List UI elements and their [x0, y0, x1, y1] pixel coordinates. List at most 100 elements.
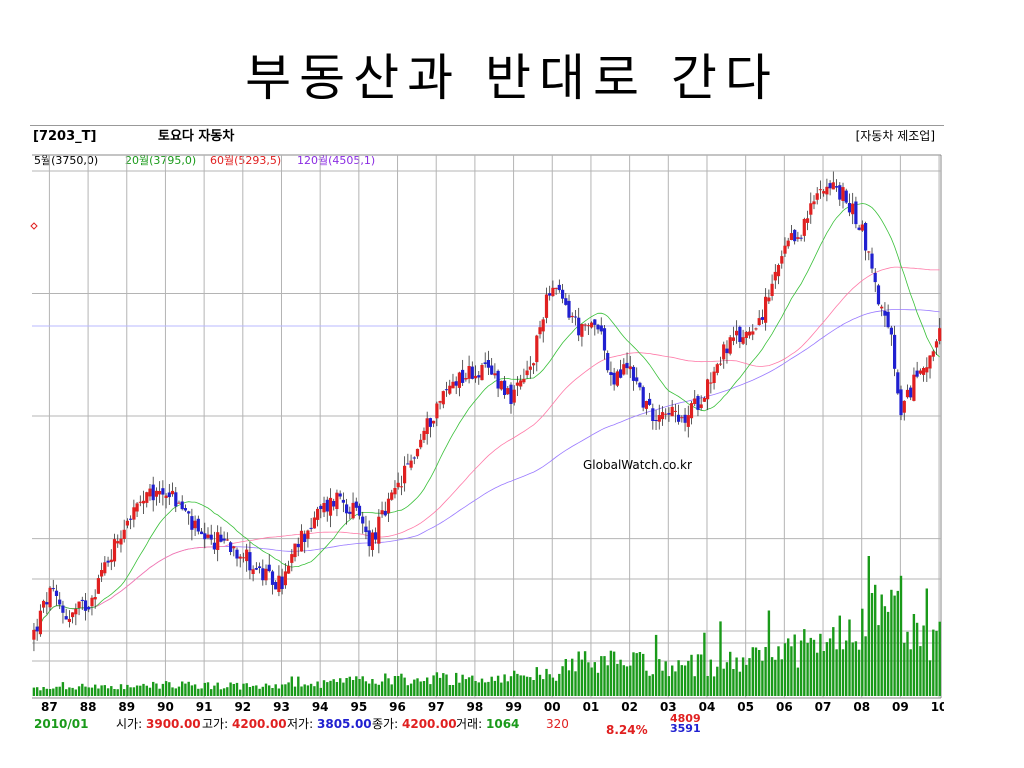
- candle-body: [106, 560, 110, 563]
- volume-bar: [477, 682, 480, 696]
- ma20-legend: 20월(3795,0): [125, 154, 196, 167]
- volume-bar: [738, 671, 742, 696]
- x-tick-label: 01: [583, 700, 600, 714]
- volume-bar: [529, 677, 532, 696]
- volume-bar: [39, 690, 42, 696]
- volume-layer: [32, 556, 941, 696]
- candle-body: [689, 403, 694, 419]
- volume-bar: [886, 611, 890, 696]
- candle-body: [480, 365, 484, 381]
- candle-body: [528, 366, 532, 370]
- candle-body: [641, 387, 645, 408]
- x-tick-label: 92: [234, 700, 251, 714]
- candle-body: [593, 319, 597, 325]
- candle-body: [522, 378, 526, 383]
- candle-body: [280, 576, 284, 589]
- candle-body: [883, 311, 887, 316]
- volume-bar: [36, 687, 39, 696]
- volume-bar: [832, 627, 835, 696]
- volume-bar: [377, 684, 380, 696]
- volume-bar: [793, 634, 796, 696]
- candle-body: [818, 189, 822, 191]
- candle-body: [354, 501, 358, 508]
- volume-bar: [229, 682, 232, 696]
- volume-bar: [419, 681, 422, 696]
- candle-body: [238, 556, 242, 559]
- volume-bar: [735, 657, 738, 696]
- watermark: GlobalWatch.co.kr: [583, 458, 692, 472]
- candle-body: [654, 420, 658, 421]
- volume-bar: [912, 614, 916, 696]
- volume-bar: [287, 682, 290, 696]
- volume-bar: [303, 684, 306, 696]
- candle-body: [622, 364, 626, 375]
- candle-body: [764, 296, 768, 323]
- candle-body: [938, 328, 942, 341]
- candle-body: [751, 331, 755, 335]
- candle-body: [164, 495, 168, 498]
- candle-body: [838, 185, 842, 200]
- candle-body: [822, 191, 826, 194]
- candle-body: [141, 500, 146, 504]
- volume-bar: [903, 642, 906, 696]
- candle-body: [577, 317, 581, 336]
- volume-bar: [132, 687, 136, 696]
- candle-body: [715, 364, 719, 373]
- volume-bar: [838, 615, 841, 696]
- candle-body: [651, 408, 655, 421]
- candle-body: [415, 448, 420, 457]
- volume-bar: [513, 670, 516, 696]
- volume-bar: [687, 660, 690, 696]
- candle-body: [328, 497, 333, 516]
- volume-bar: [242, 683, 245, 696]
- volume-bar: [780, 659, 783, 696]
- candle-body: [557, 284, 561, 291]
- candle-body: [699, 404, 703, 408]
- candle-body: [161, 488, 165, 495]
- volume-bar: [71, 687, 74, 696]
- slide-title: 부동산과 반대로 간다: [245, 49, 779, 107]
- x-tick-label: 93: [273, 700, 290, 714]
- volume-bar: [822, 651, 825, 696]
- volume-bar: [97, 688, 100, 696]
- candle-body: [499, 380, 503, 390]
- candle-body: [319, 505, 323, 509]
- volume-bar: [90, 687, 94, 696]
- candle-body: [374, 532, 378, 540]
- candle-body: [532, 363, 536, 366]
- volume-bar: [890, 589, 893, 696]
- volume-bar: [745, 664, 748, 696]
- candle-body: [657, 415, 661, 422]
- volume-bar: [316, 681, 319, 696]
- volume-bar: [184, 683, 187, 696]
- volume-bar: [558, 673, 561, 696]
- candle-body: [261, 568, 265, 581]
- volume-bar: [264, 683, 268, 696]
- volume-bar: [880, 594, 883, 696]
- volume-bar: [426, 677, 429, 696]
- candle-body: [738, 326, 742, 342]
- candle-body: [796, 237, 800, 239]
- candle-body: [100, 570, 104, 577]
- volume-bar: [94, 684, 97, 696]
- volume-bar: [509, 676, 513, 696]
- candle-body: [880, 306, 884, 309]
- high-label: 고가:: [202, 717, 228, 731]
- volume-bar: [490, 676, 493, 696]
- candle-body: [267, 564, 271, 572]
- candle-body: [889, 327, 893, 335]
- candle-body: [87, 606, 91, 610]
- volume-bar: [564, 659, 567, 696]
- candle-body: [235, 549, 239, 559]
- volume-bar: [371, 679, 374, 696]
- candle-body: [896, 372, 900, 394]
- volume-bar: [506, 681, 509, 696]
- candle-body: [116, 541, 120, 544]
- volume-bar: [480, 678, 484, 696]
- volume-bar: [110, 686, 113, 696]
- candle-body: [519, 380, 523, 387]
- candle-body: [754, 328, 758, 330]
- candle-body: [828, 183, 832, 189]
- candle-body: [706, 379, 710, 400]
- volume-bar: [596, 672, 600, 696]
